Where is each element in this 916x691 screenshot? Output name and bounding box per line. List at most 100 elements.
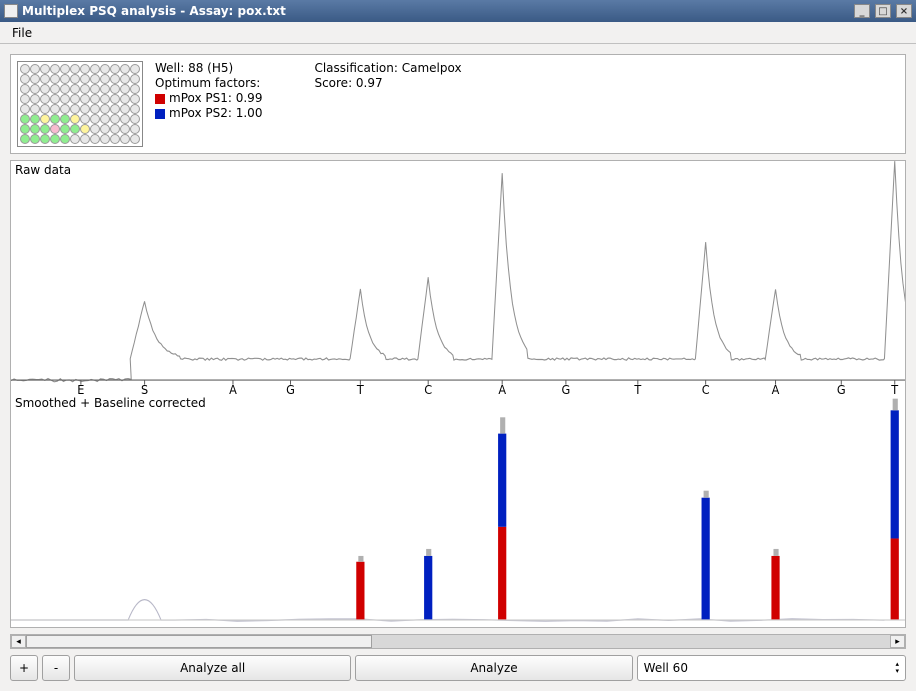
well-cell[interactable] — [100, 124, 110, 134]
well-cell[interactable] — [130, 124, 140, 134]
well-cell[interactable] — [100, 84, 110, 94]
well-cell[interactable] — [40, 114, 50, 124]
well-cell[interactable] — [50, 84, 60, 94]
well-cell[interactable] — [100, 64, 110, 74]
well-cell[interactable] — [80, 134, 90, 144]
titlebar[interactable]: Multiplex PSQ analysis - Assay: pox.txt … — [0, 0, 916, 22]
well-cell[interactable] — [30, 84, 40, 94]
well-cell[interactable] — [70, 124, 80, 134]
well-cell[interactable] — [70, 84, 80, 94]
well-cell[interactable] — [20, 134, 30, 144]
well-cell[interactable] — [90, 114, 100, 124]
well-cell[interactable] — [130, 84, 140, 94]
well-cell[interactable] — [120, 74, 130, 84]
well-cell[interactable] — [120, 114, 130, 124]
well-cell[interactable] — [100, 74, 110, 84]
well-cell[interactable] — [30, 74, 40, 84]
well-cell[interactable] — [110, 64, 120, 74]
well-cell[interactable] — [90, 74, 100, 84]
well-cell[interactable] — [40, 74, 50, 84]
well-cell[interactable] — [90, 104, 100, 114]
well-cell[interactable] — [80, 84, 90, 94]
well-cell[interactable] — [50, 94, 60, 104]
well-cell[interactable] — [60, 124, 70, 134]
well-cell[interactable] — [130, 104, 140, 114]
well-cell[interactable] — [60, 74, 70, 84]
well-cell[interactable] — [60, 134, 70, 144]
well-cell[interactable] — [70, 114, 80, 124]
well-cell[interactable] — [50, 134, 60, 144]
scroll-left-button[interactable]: ◂ — [11, 635, 26, 648]
well-cell[interactable] — [60, 114, 70, 124]
well-cell[interactable] — [70, 74, 80, 84]
menu-file[interactable]: File — [6, 24, 38, 42]
well-cell[interactable] — [120, 124, 130, 134]
well-cell[interactable] — [110, 94, 120, 104]
well-cell[interactable] — [20, 94, 30, 104]
well-cell[interactable] — [30, 94, 40, 104]
well-cell[interactable] — [100, 104, 110, 114]
well-cell[interactable] — [40, 124, 50, 134]
well-cell[interactable] — [100, 114, 110, 124]
well-cell[interactable] — [110, 124, 120, 134]
analyze-button[interactable]: Analyze — [355, 655, 632, 681]
well-cell[interactable] — [90, 134, 100, 144]
well-cell[interactable] — [20, 64, 30, 74]
well-cell[interactable] — [40, 94, 50, 104]
well-cell[interactable] — [90, 64, 100, 74]
well-cell[interactable] — [30, 64, 40, 74]
well-cell[interactable] — [60, 104, 70, 114]
well-cell[interactable] — [120, 64, 130, 74]
well-cell[interactable] — [50, 114, 60, 124]
well-cell[interactable] — [70, 134, 80, 144]
well-cell[interactable] — [130, 114, 140, 124]
scroll-right-button[interactable]: ▸ — [890, 635, 905, 648]
well-cell[interactable] — [120, 104, 130, 114]
well-cell[interactable] — [110, 134, 120, 144]
well-cell[interactable] — [100, 134, 110, 144]
well-cell[interactable] — [130, 74, 140, 84]
well-cell[interactable] — [20, 124, 30, 134]
well-cell[interactable] — [130, 94, 140, 104]
well-cell[interactable] — [80, 104, 90, 114]
minimize-button[interactable]: _ — [854, 4, 870, 18]
wellplate[interactable] — [17, 61, 143, 147]
well-cell[interactable] — [110, 104, 120, 114]
well-cell[interactable] — [50, 74, 60, 84]
well-cell[interactable] — [80, 124, 90, 134]
zoom-out-button[interactable]: - — [42, 655, 70, 681]
well-cell[interactable] — [20, 114, 30, 124]
well-cell[interactable] — [50, 124, 60, 134]
well-cell[interactable] — [120, 84, 130, 94]
well-cell[interactable] — [90, 84, 100, 94]
well-cell[interactable] — [80, 64, 90, 74]
well-cell[interactable] — [40, 134, 50, 144]
well-cell[interactable] — [80, 114, 90, 124]
well-cell[interactable] — [30, 134, 40, 144]
scroll-thumb[interactable] — [26, 635, 372, 648]
well-cell[interactable] — [130, 134, 140, 144]
well-cell[interactable] — [40, 64, 50, 74]
zoom-in-button[interactable]: + — [10, 655, 38, 681]
scroll-track[interactable] — [26, 635, 890, 648]
well-cell[interactable] — [80, 74, 90, 84]
well-cell[interactable] — [40, 84, 50, 94]
well-cell[interactable] — [90, 94, 100, 104]
maximize-button[interactable]: □ — [875, 4, 891, 18]
well-cell[interactable] — [110, 84, 120, 94]
horizontal-scrollbar[interactable]: ◂ ▸ — [10, 634, 906, 649]
close-button[interactable]: × — [896, 4, 912, 18]
well-cell[interactable] — [70, 64, 80, 74]
well-cell[interactable] — [50, 64, 60, 74]
well-cell[interactable] — [110, 74, 120, 84]
well-cell[interactable] — [110, 114, 120, 124]
well-cell[interactable] — [60, 84, 70, 94]
well-cell[interactable] — [90, 124, 100, 134]
well-cell[interactable] — [60, 94, 70, 104]
analyze-all-button[interactable]: Analyze all — [74, 655, 351, 681]
well-cell[interactable] — [130, 64, 140, 74]
well-cell[interactable] — [70, 94, 80, 104]
well-cell[interactable] — [40, 104, 50, 114]
well-cell[interactable] — [50, 104, 60, 114]
well-cell[interactable] — [20, 104, 30, 114]
